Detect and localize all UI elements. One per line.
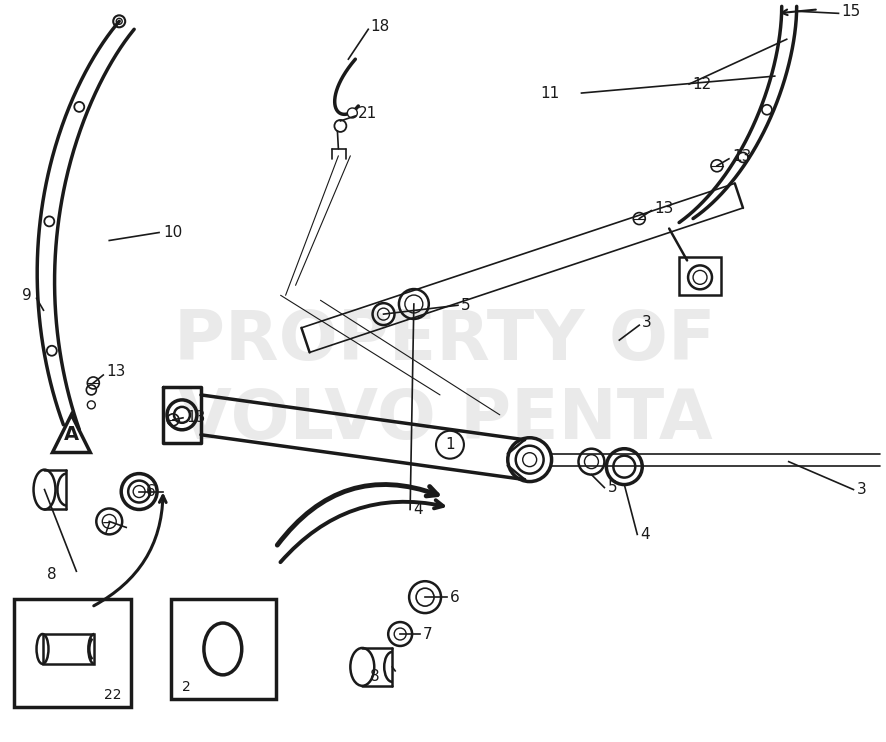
Bar [679, 257, 721, 295]
Text: VOLVO PENTA: VOLVO PENTA [178, 387, 712, 453]
Text: 22: 22 [105, 688, 122, 702]
Text: 7: 7 [424, 626, 432, 642]
Text: 12: 12 [692, 76, 711, 91]
Text: 7: 7 [101, 522, 111, 537]
Circle shape [86, 385, 97, 395]
Text: 5: 5 [608, 480, 617, 495]
Circle shape [762, 105, 772, 115]
Text: 13: 13 [654, 201, 673, 216]
Text: 21: 21 [358, 106, 377, 122]
Circle shape [44, 217, 54, 226]
Text: A: A [64, 425, 79, 444]
Text: 15: 15 [842, 4, 861, 19]
Text: 2: 2 [182, 680, 190, 694]
Text: 13: 13 [186, 410, 206, 425]
Bar [171, 599, 276, 699]
Text: 9: 9 [21, 288, 31, 303]
Text: PROPERTY OF: PROPERTY OF [175, 306, 716, 374]
Text: 6: 6 [450, 590, 460, 605]
Text: 13: 13 [106, 364, 126, 379]
Text: 8: 8 [47, 567, 57, 582]
Text: 18: 18 [370, 19, 390, 34]
Text: 5: 5 [461, 298, 470, 312]
Bar [13, 599, 131, 706]
Circle shape [47, 346, 57, 355]
Circle shape [347, 108, 357, 118]
Text: 4: 4 [413, 502, 423, 517]
Bar [43, 634, 94, 664]
Circle shape [738, 152, 748, 162]
Text: 6: 6 [146, 484, 156, 499]
Circle shape [74, 102, 84, 112]
Text: 1: 1 [445, 437, 455, 452]
Text: 11: 11 [540, 85, 560, 101]
Text: 8: 8 [370, 669, 380, 684]
Text: 3: 3 [642, 315, 652, 329]
Circle shape [334, 120, 346, 132]
Text: 3: 3 [857, 482, 867, 497]
Text: 4: 4 [641, 527, 650, 542]
Text: 13: 13 [732, 149, 751, 164]
Text: 10: 10 [163, 225, 183, 240]
Circle shape [88, 401, 96, 409]
